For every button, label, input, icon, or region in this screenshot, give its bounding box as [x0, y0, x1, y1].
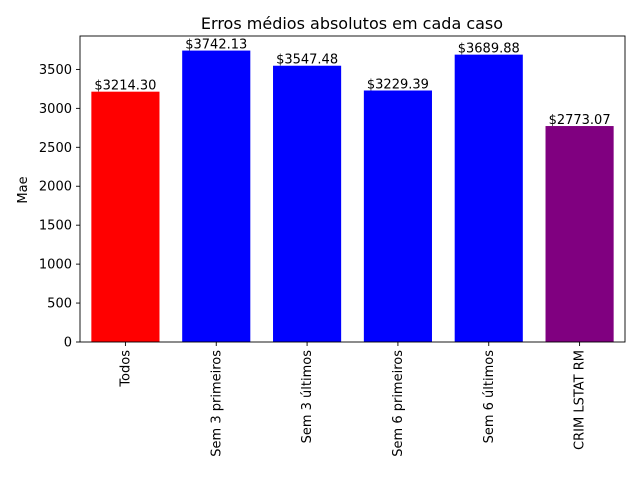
bar-2 — [273, 65, 342, 342]
y-tick-label-4: 2000 — [39, 180, 72, 195]
y-tick-label-2: 1000 — [39, 258, 72, 273]
x-ticks-layer: Todos Sem 3 primeiros Sem 3 últimos Sem 6 p… — [118, 342, 588, 457]
bar-value-label-3: $3229.39 — [367, 78, 429, 93]
bar-value-label-0: $3214.30 — [94, 79, 156, 94]
bar-0 — [91, 91, 160, 342]
x-tick-label-0: Todos — [118, 350, 133, 388]
x-tick-label-2: Sem 3 últimos — [300, 350, 315, 444]
bar-value-label-2: $3547.48 — [276, 53, 338, 68]
y-tick-label-5: 2500 — [39, 141, 72, 156]
y-tick-label-0: 0 — [64, 336, 72, 351]
chart-title: Erros médios absolutos em cada caso — [201, 14, 503, 33]
y-axis-label: Mae — [16, 176, 31, 203]
y-tick-label-1: 500 — [47, 297, 72, 312]
y-tick-label-7: 3500 — [39, 63, 72, 78]
x-tick-label-5: CRIM LSTAT RM — [573, 350, 588, 450]
bar-value-label-4: $3689.88 — [458, 42, 520, 57]
bar-5 — [545, 126, 614, 342]
axes-layer — [79, 35, 626, 343]
bar-4 — [454, 54, 523, 342]
y-ticks-layer: 0 500 1000 1500 2000 2500 3000 3500 — [39, 63, 80, 351]
y-tick-label-3: 1500 — [39, 219, 72, 234]
value-labels-layer: $3214.30 $3742.13 $3547.48 $3229.39 $3689.88… — [94, 38, 610, 128]
x-tick-label-3: Sem 6 primeiros — [391, 350, 406, 457]
bar-3 — [363, 90, 432, 342]
plot-frame — [79, 35, 626, 343]
x-tick-label-4: Sem 6 últimos — [482, 350, 497, 444]
x-tick-label-1: Sem 3 primeiros — [209, 350, 224, 457]
bar-value-label-1: $3742.13 — [185, 38, 247, 53]
bar-1 — [182, 50, 251, 343]
bars-layer — [91, 50, 614, 343]
y-tick-label-6: 3000 — [39, 102, 72, 117]
bar-value-label-5: $2773.07 — [549, 113, 611, 128]
